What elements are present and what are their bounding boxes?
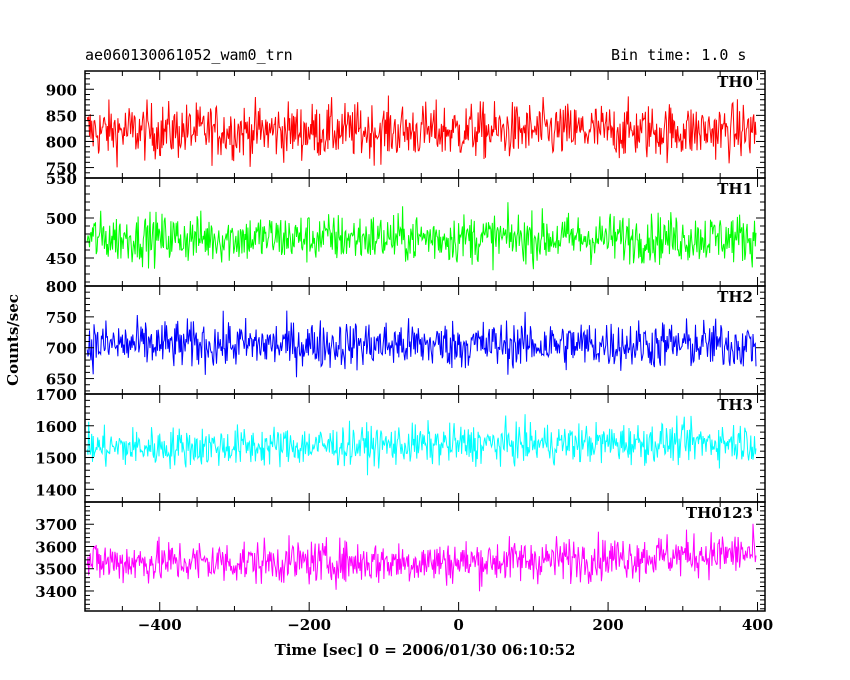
panel-label-th2: TH2 bbox=[717, 288, 753, 306]
y-tick-label-th0123: 3400 bbox=[35, 583, 77, 601]
bin-time-label: Bin time: 1.0 s bbox=[611, 46, 747, 64]
x-tick-label: −200 bbox=[287, 616, 331, 634]
series-th0123 bbox=[86, 523, 757, 592]
x-tick-label: 400 bbox=[742, 616, 773, 634]
panel-label-th1: TH1 bbox=[717, 180, 753, 198]
x-axis-label: Time [sec] 0 = 2006/01/30 06:10:52 bbox=[275, 641, 576, 659]
panel-frame-th1 bbox=[84, 177, 766, 287]
y-tick-label-th1: 500 bbox=[46, 210, 77, 228]
x-tick-label: 200 bbox=[592, 616, 623, 634]
series-th0 bbox=[86, 95, 757, 168]
series-th2 bbox=[86, 310, 757, 378]
y-tick-label-th2: 650 bbox=[46, 371, 77, 389]
y-tick-label-th2: 750 bbox=[46, 309, 77, 327]
y-tick-label-th2: 800 bbox=[46, 278, 77, 296]
y-tick-label-th0: 750 bbox=[46, 160, 77, 178]
x-tick-label: 0 bbox=[453, 616, 463, 634]
panel-label-th3: TH3 bbox=[717, 396, 753, 414]
y-tick-label-th1: 450 bbox=[46, 250, 77, 268]
y-tick-label-th0: 800 bbox=[46, 133, 77, 151]
series-th3 bbox=[86, 414, 757, 476]
panel-frame-th0123 bbox=[84, 501, 766, 612]
series-th1 bbox=[86, 202, 757, 271]
y-tick-label-th0: 850 bbox=[46, 107, 77, 125]
y-tick-label-th0: 900 bbox=[46, 81, 77, 99]
y-tick-label-th0123: 3700 bbox=[35, 516, 77, 534]
y-tick-label-th1: 550 bbox=[46, 170, 77, 188]
y-tick-label-th3: 1600 bbox=[35, 418, 77, 436]
panel-frame-th3 bbox=[84, 393, 766, 503]
y-tick-label-th2: 700 bbox=[46, 340, 77, 358]
y-tick-label-th3: 1700 bbox=[35, 386, 77, 404]
chart-title: ae060130061052_wam0_trn bbox=[85, 46, 293, 64]
y-axis-label: Counts/sec bbox=[4, 294, 22, 386]
y-tick-label-th0123: 3500 bbox=[35, 561, 77, 579]
panel-label-th0123: TH0123 bbox=[686, 504, 753, 522]
y-tick-label-th0123: 3600 bbox=[35, 538, 77, 556]
x-tick-label: −400 bbox=[138, 616, 182, 634]
y-tick-label-th3: 1400 bbox=[35, 481, 77, 499]
y-tick-label-th3: 1500 bbox=[35, 450, 77, 468]
panel-label-th0: TH0 bbox=[717, 73, 753, 91]
